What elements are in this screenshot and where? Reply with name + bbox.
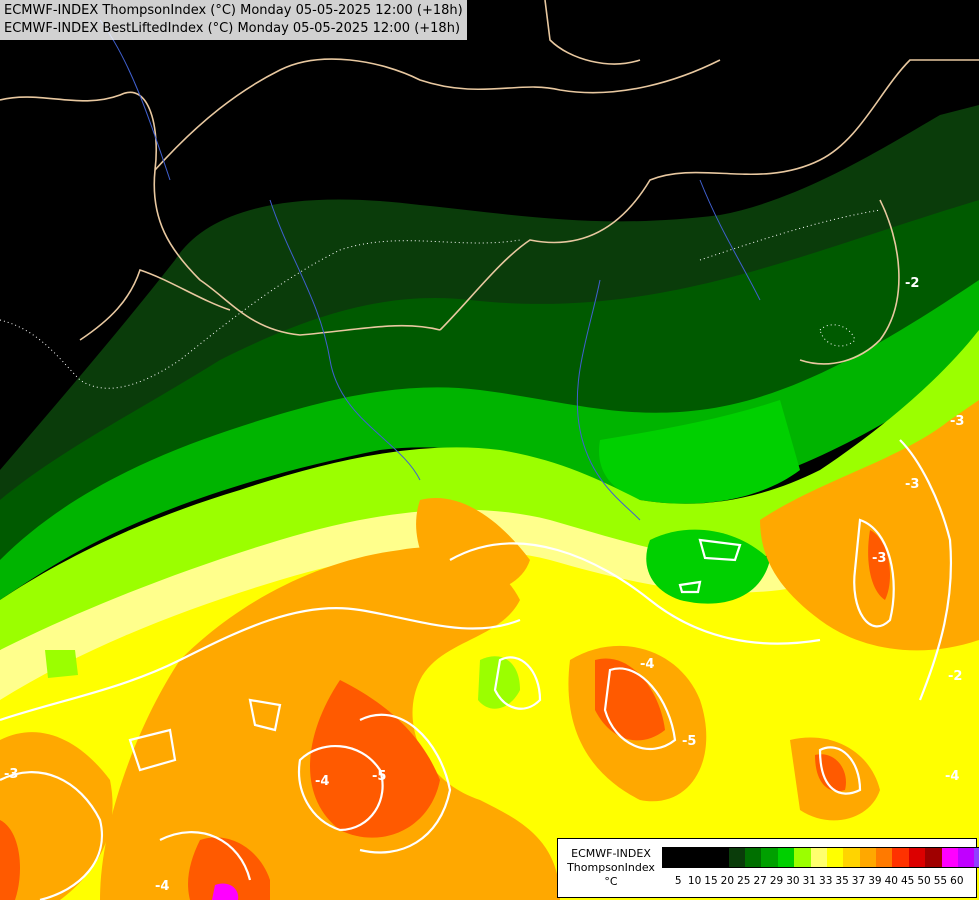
svg-text:-2: -2 bbox=[905, 276, 919, 291]
legend-tick-label: 27 bbox=[753, 875, 767, 887]
legend-tick-label: 55 bbox=[933, 875, 948, 887]
lifted-index-contours bbox=[0, 439, 953, 900]
legend-tick-label: 31 bbox=[802, 875, 816, 887]
legend-unit: °C bbox=[604, 875, 618, 888]
rivers bbox=[99, 19, 761, 521]
legend-tick-label: 10 bbox=[687, 875, 702, 887]
legend-tick-label: 35 bbox=[835, 875, 849, 887]
legend-swatch bbox=[826, 848, 844, 867]
legend-tick-label: 33 bbox=[819, 875, 833, 887]
legend-swatch bbox=[843, 848, 860, 867]
svg-text:-4: -4 bbox=[640, 657, 654, 672]
legend-swatch bbox=[958, 848, 975, 867]
svg-text:-3: -3 bbox=[950, 414, 964, 429]
legend-tick-label: 5 bbox=[674, 875, 682, 887]
legend-tick-label: 60 bbox=[950, 875, 964, 887]
svg-text:-4: -4 bbox=[155, 879, 169, 894]
legend-swatch bbox=[663, 848, 680, 867]
svg-text:-3: -3 bbox=[905, 477, 919, 492]
legend-title: ECMWF-INDEX bbox=[571, 847, 651, 860]
legend-tick-label: 45 bbox=[900, 875, 915, 887]
svg-text:-4: -4 bbox=[315, 774, 329, 789]
legend-tick-label: 30 bbox=[786, 875, 800, 887]
legend-swatches bbox=[662, 847, 979, 868]
legend-swatch bbox=[892, 848, 909, 867]
legend-swatch bbox=[859, 848, 877, 867]
legend-swatch bbox=[712, 848, 729, 867]
svg-text:-4: -4 bbox=[945, 769, 959, 784]
legend-swatch bbox=[941, 848, 959, 867]
legend-swatch bbox=[810, 848, 827, 867]
svg-text:-2: -2 bbox=[948, 669, 962, 684]
legend-ticks: 5 10 15 20 25 27 29 30 31 33 35 37 39 40 45 50 55 60 bbox=[670, 875, 965, 887]
legend-tick-label: 50 bbox=[917, 875, 931, 887]
legend-swatch bbox=[794, 848, 811, 867]
title-line-1: ECMWF-INDEX ThompsonIndex (°C) Monday 05… bbox=[4, 3, 463, 18]
legend-subtitle: ThompsonIndex bbox=[567, 861, 655, 874]
legend-swatch bbox=[777, 848, 795, 867]
legend-swatch bbox=[728, 848, 745, 867]
legend-tick-label: 37 bbox=[851, 875, 866, 887]
svg-text:-5: -5 bbox=[682, 734, 696, 749]
legend-swatch bbox=[695, 848, 713, 867]
legend-tick-label: 20 bbox=[720, 875, 735, 887]
legend-tick-label: 25 bbox=[737, 875, 751, 887]
title-line-2: ECMWF-INDEX BestLiftedIndex (°C) Monday … bbox=[4, 21, 461, 36]
legend-swatch bbox=[908, 848, 926, 867]
contour-labels: -4 -5 -4 -3 -2 -3 -4 -5 -4 -2 -3 -3 bbox=[4, 276, 964, 894]
legend-swatch bbox=[761, 848, 778, 867]
dotted-contours bbox=[0, 209, 881, 389]
legend-tick-label: 39 bbox=[868, 875, 882, 887]
svg-text:-5: -5 bbox=[372, 769, 386, 784]
legend-tick-label: 15 bbox=[704, 875, 718, 887]
svg-text:-3: -3 bbox=[4, 767, 18, 782]
legend-swatch bbox=[876, 848, 893, 867]
legend-tick-label: 29 bbox=[769, 875, 784, 887]
legend-swatch bbox=[744, 848, 762, 867]
legend-label: ECMWF-INDEX ThompsonIndex °C bbox=[562, 847, 660, 889]
svg-text:-3: -3 bbox=[872, 551, 886, 566]
field-green bbox=[0, 280, 979, 600]
legend-swatch bbox=[679, 848, 696, 867]
color-legend: ECMWF-INDEX ThompsonIndex °C 5 10 15 20 25 27… bbox=[557, 838, 979, 898]
legend-tick-label: 40 bbox=[884, 875, 898, 887]
legend-swatch bbox=[925, 848, 942, 867]
country-borders bbox=[0, 0, 979, 365]
map-title: ECMWF-INDEX ThompsonIndex (°C) Monday 05… bbox=[0, 0, 467, 40]
legend-swatch bbox=[974, 848, 979, 867]
